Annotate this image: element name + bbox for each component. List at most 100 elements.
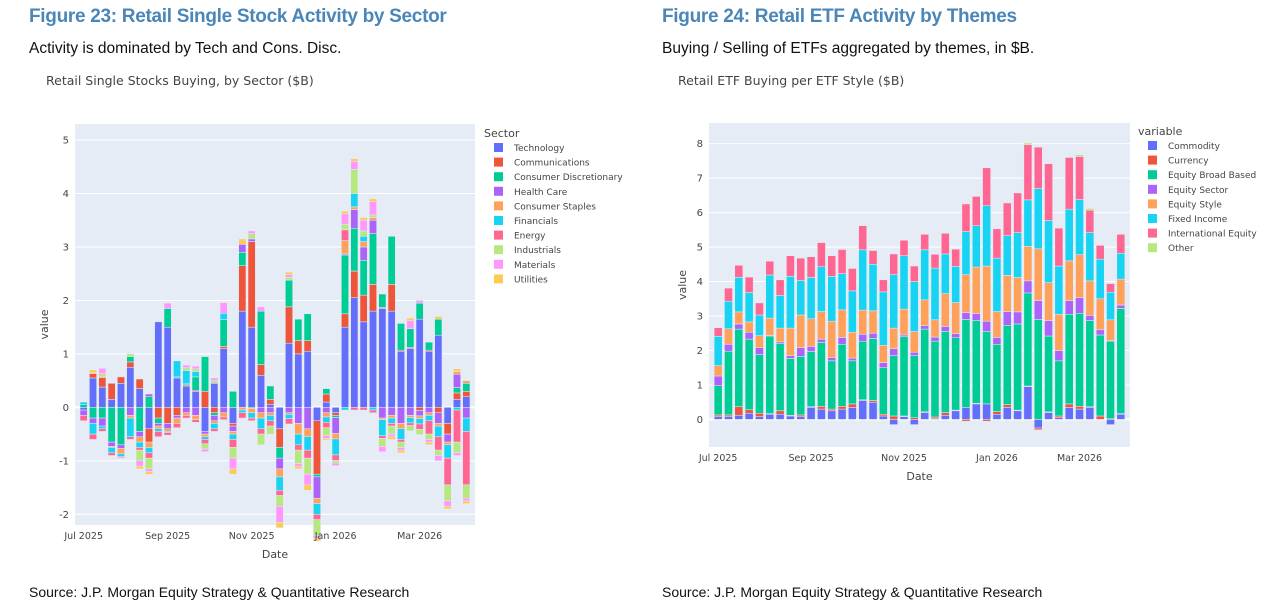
bar-segment-international-equity	[972, 196, 981, 226]
legend-swatch	[494, 230, 503, 240]
bar-segment-energy	[98, 428, 107, 432]
bar-segment-equity-broad-based	[868, 338, 878, 401]
bar-segment-commodity	[1044, 412, 1053, 420]
legend-item[interactable]: Communications	[494, 157, 590, 169]
bar-segment-consumer-discretionary	[126, 356, 135, 363]
legend-item[interactable]: Consumer Staples	[494, 201, 596, 212]
bar-segment-equity-broad-based	[1106, 340, 1115, 419]
bar-segment-communications	[201, 391, 209, 408]
bar-segment-industrials	[322, 427, 331, 436]
legend-item[interactable]: Energy	[494, 230, 546, 242]
bar-segment-equity-sector	[941, 326, 950, 332]
bar-segment-technology	[303, 350, 312, 408]
y-tick-label: 8	[697, 139, 703, 150]
bar-segment-consumer-staples	[135, 436, 144, 443]
bar-segment-fixed-income	[868, 264, 878, 312]
legend-item[interactable]: International Equity	[1148, 228, 1257, 240]
bar-segment-consumer-staples	[229, 431, 237, 435]
legend-item[interactable]: Consumer Discretionary	[494, 172, 623, 183]
bar-segment-financials	[303, 436, 312, 451]
legend-label: Utilities	[514, 275, 548, 285]
bar-segment-utilities	[89, 369, 97, 373]
legend-item[interactable]: Utilities	[494, 274, 548, 285]
legend-title: variable	[1138, 125, 1183, 138]
legend-item[interactable]: Equity Style	[1148, 199, 1222, 210]
legend-item[interactable]: Equity Broad Based	[1148, 170, 1256, 181]
bar-segment-technology	[369, 310, 377, 408]
bar-segment-consumer-discretionary	[210, 412, 219, 416]
bar-segment-consumer-discretionary	[434, 318, 443, 336]
bar-segment-health-care	[107, 441, 116, 447]
bar-segment-consumer-discretionary	[163, 308, 172, 328]
bar-segment-utilities	[322, 438, 331, 441]
bar-segment-energy	[350, 407, 359, 411]
bar-segment-equity-sector	[713, 375, 723, 386]
x-tick-label: Jul 2025	[63, 531, 103, 542]
bar-segment-equity-style	[848, 331, 857, 359]
bar-segment-equity-broad-based	[1044, 335, 1053, 413]
bar-segment-technology	[406, 348, 415, 408]
bar-segment-industrials	[331, 460, 340, 464]
bar-segment-materials	[201, 448, 209, 453]
bar-segment-health-care	[415, 410, 424, 417]
bar-segment-materials	[415, 300, 424, 304]
bar-segment-international-equity	[1033, 146, 1043, 189]
bar-segment-technology	[397, 350, 405, 408]
bar-segment-energy	[369, 409, 377, 413]
bar-segment-health-care	[117, 444, 125, 449]
bar-segment-health-care	[331, 417, 340, 434]
bar-segment-technology	[425, 350, 433, 408]
bar-segment-materials	[387, 433, 396, 438]
bar-segment-equity-sector	[837, 337, 847, 345]
bar-segment-equity-sector	[848, 357, 857, 362]
bar-segment-materials	[182, 364, 191, 369]
bar-segment-fixed-income	[827, 276, 837, 322]
y-tick-label: 7	[697, 174, 703, 185]
bar-segment-currency	[961, 419, 971, 422]
legend-item[interactable]: Equity Sector	[1148, 184, 1229, 196]
bar-segment-international-equity	[879, 279, 888, 293]
bar-segment-currency	[941, 412, 950, 416]
bar-segment-communications	[219, 346, 228, 349]
bar-segment-communications	[434, 407, 443, 413]
bar-segment-communications	[173, 407, 181, 416]
bar-segment-international-equity	[1106, 283, 1115, 293]
bar-segment-industrials	[135, 449, 144, 462]
legend-item[interactable]: Technology	[494, 143, 565, 154]
legend-item[interactable]: Commodity	[1148, 141, 1221, 152]
y-tick-label: 5	[63, 136, 69, 147]
legend-item[interactable]: Health Care	[494, 186, 568, 198]
bar-segment-energy	[294, 444, 303, 451]
bar-segment-communications	[415, 407, 424, 411]
bar-segment-consumer-staples	[247, 408, 256, 413]
bar-segment-consumer-staples	[443, 441, 452, 446]
bar-segment-equity-broad-based	[961, 319, 971, 408]
bar-segment-communications	[257, 364, 265, 376]
bar-segment-health-care	[201, 431, 209, 435]
bar-segment-materials	[443, 500, 452, 507]
legend-item[interactable]: Financials	[494, 216, 558, 227]
bar-segment-equity-style	[951, 302, 960, 334]
legend-item[interactable]: Industrials	[494, 245, 561, 256]
figure-24-source: Source: J.P. Morgan Equity Strategy & Qu…	[662, 584, 1043, 600]
bar-segment-commodity	[951, 410, 960, 420]
legend-item[interactable]: Fixed Income	[1148, 214, 1228, 225]
legend-item[interactable]: Currency	[1148, 155, 1209, 167]
bar-segment-equity-broad-based	[775, 343, 785, 412]
bar-segment-equity-style	[796, 314, 806, 348]
bar-segment-financials	[229, 433, 237, 440]
legend-item[interactable]: Other	[1148, 243, 1194, 254]
bar-segment-equity-sector	[817, 338, 826, 343]
bar-segment-fixed-income	[910, 281, 919, 332]
bar-segment-fixed-income	[1044, 220, 1053, 283]
chart-right: 0 1 2 3 4 5 6 7 8 Jul 2025 Sep 2025 Nov 2025 Jan 202…	[676, 123, 1257, 483]
bar-segment-currency	[889, 415, 898, 420]
legend-swatch	[494, 274, 503, 284]
bar-segment-equity-sector	[1044, 320, 1053, 337]
bar-segment-equity-broad-based	[837, 344, 847, 407]
bar-segment-equity-style	[961, 274, 971, 313]
bar-segment-technology	[257, 375, 265, 408]
bar-segment-consumer-discretionary	[285, 279, 293, 308]
legend-item[interactable]: Materials	[494, 259, 556, 271]
bar-segment-fixed-income	[1106, 291, 1115, 321]
